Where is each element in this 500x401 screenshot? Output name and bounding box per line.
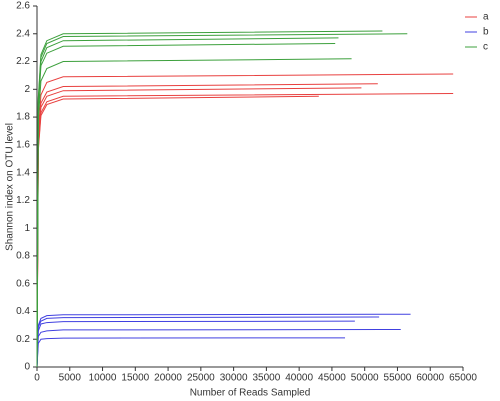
y-tick-label: 1.6 — [16, 139, 30, 150]
y-tick-label: 0.4 — [16, 306, 30, 317]
curve — [36, 329, 401, 368]
curve — [36, 313, 411, 368]
curve — [36, 83, 378, 368]
y-tick-label: 0 — [24, 362, 30, 373]
x-tick-label: 5000 — [59, 373, 82, 384]
curve — [36, 92, 454, 368]
x-tick-label: 50000 — [351, 373, 379, 384]
x-tick-label: 60000 — [416, 373, 444, 384]
x-tick-label: 55000 — [384, 373, 412, 384]
legend-label: c — [483, 42, 488, 53]
legend-label: a — [483, 12, 489, 23]
y-axis-title: Shannon index on OTU level — [5, 123, 16, 251]
y-tick-label: 1.2 — [16, 195, 30, 206]
x-tick-label: 40000 — [285, 373, 313, 384]
curve — [36, 337, 346, 368]
y-tick-label: 1.8 — [16, 112, 30, 123]
curve — [36, 30, 383, 368]
x-tick-label: 20000 — [154, 373, 182, 384]
x-tick-label: 30000 — [220, 373, 248, 384]
curve — [36, 316, 380, 368]
x-tick-label: 65000 — [449, 373, 477, 384]
x-tick-label: 15000 — [121, 373, 149, 384]
x-tick-label: 10000 — [89, 373, 117, 384]
y-tick-label: 0.2 — [16, 334, 30, 345]
x-tick-label: 0 — [34, 373, 40, 384]
curve — [36, 58, 352, 368]
x-tick-label: 35000 — [252, 373, 280, 384]
x-tick-label: 25000 — [187, 373, 215, 384]
x-tick-label: 45000 — [318, 373, 346, 384]
curve — [36, 95, 319, 368]
y-tick-label: 2 — [24, 84, 30, 95]
y-tick-label: 2.2 — [16, 56, 30, 67]
curve — [36, 87, 362, 368]
curve — [36, 320, 355, 368]
x-axis-title: Number of Reads Sampled — [190, 388, 311, 399]
y-tick-label: 0.8 — [16, 251, 30, 262]
curve — [36, 42, 336, 368]
legend-label: b — [483, 27, 489, 38]
curve — [36, 73, 454, 368]
y-tick-label: 2.4 — [16, 28, 30, 39]
y-tick-label: 2.6 — [16, 1, 30, 12]
y-tick-label: 1.4 — [16, 167, 30, 178]
y-tick-label: 0.6 — [16, 278, 30, 289]
y-tick-label: 1 — [24, 223, 30, 234]
